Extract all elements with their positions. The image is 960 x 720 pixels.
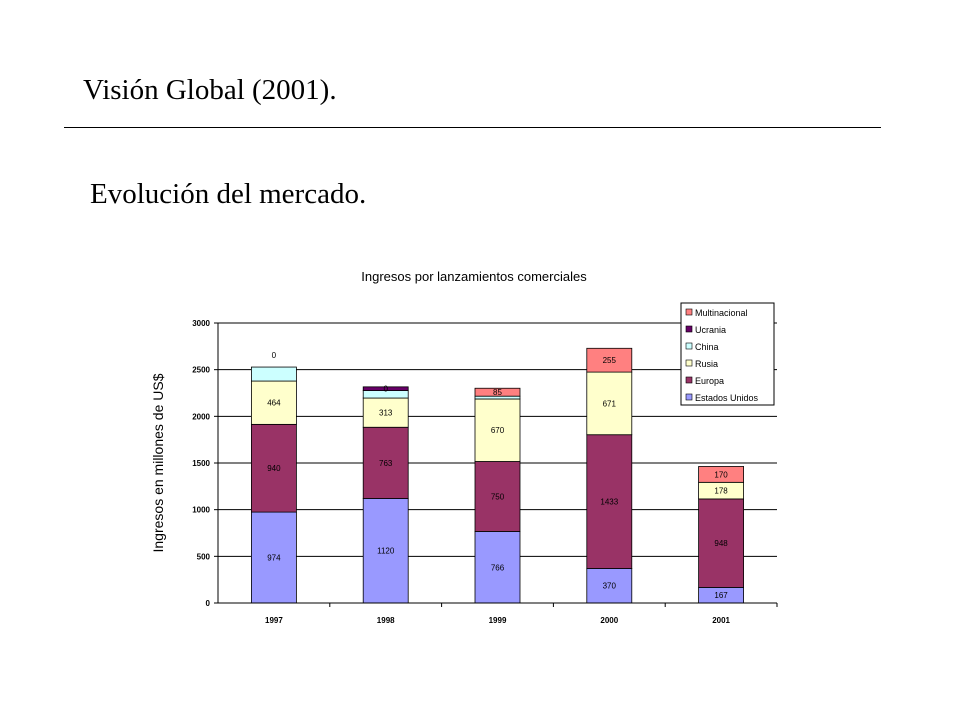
data-label: 766 [491,563,505,572]
bar-segment [698,466,744,483]
bar-segment [586,347,633,373]
data-label: 1120 [377,547,395,556]
y-tick-label: 2000 [192,412,210,421]
data-label: 940 [267,464,281,473]
legend-label: China [695,342,719,352]
title-divider [64,127,881,128]
bar-segment [250,366,297,382]
bar-segment [362,386,409,391]
data-label: 0 [272,351,277,360]
data-label: 671 [603,399,617,408]
legend-label: Multinacional [695,308,748,318]
y-axis-label: Ingresos en millones de US$ [150,373,166,552]
legend-swatch [685,393,693,401]
data-label: 255 [603,356,617,365]
chart-title: Ingresos por lanzamientos comerciales [361,269,587,284]
data-label: 167 [714,591,728,600]
legend-swatch [685,359,693,367]
y-tick-label: 2500 [192,366,210,375]
data-label: 763 [379,459,393,468]
legend-box [680,302,775,406]
bar-segment [362,426,409,499]
legend-swatch [685,325,693,333]
bar-segment [586,434,633,569]
data-label: 1433 [600,498,618,507]
data-label: 370 [603,582,617,591]
x-tick-label: 1997 [265,616,283,625]
data-label: 750 [491,493,505,502]
bar-segment [586,568,633,604]
data-label: 670 [491,426,505,435]
slide-title: Visión Global (2001). [83,74,337,106]
x-tick-label: 1998 [377,616,395,625]
x-tick-label: 1999 [489,616,507,625]
x-tick-label: 2001 [712,616,730,625]
legend-label: Europa [695,376,724,386]
y-tick-label: 1500 [192,459,210,468]
data-label: 948 [714,539,728,548]
bar-segment [250,423,297,513]
legend-label: Estados Unidos [695,393,759,403]
data-label: 313 [379,409,393,418]
data-label: 974 [267,554,281,563]
bar-segment [474,387,521,397]
bar-segment [698,498,744,588]
data-label: 178 [714,487,728,496]
data-label: 464 [267,399,281,408]
data-label: 170 [714,470,728,479]
slide-subtitle: Evolución del mercado. [90,178,367,210]
bars: 974 940 464 0 1120 763 313 0 766 750 670 85 370 1433 6… [250,347,744,604]
y-tick-label: 500 [197,552,211,561]
bar-segment [586,371,633,436]
data-label: 0 [383,385,388,394]
y-tick-label: 0 [206,599,211,608]
x-tick-label: 2000 [600,616,618,625]
data-label: 85 [493,388,502,397]
y-tick-label: 3000 [192,319,210,328]
legend-swatch [685,308,693,316]
bar-segment [474,398,521,462]
y-tick-label: 1000 [192,506,210,515]
legend-label: Ucrania [695,325,726,335]
legend-swatch [685,376,693,384]
bar-segment [250,380,297,425]
bar-segment [474,461,521,532]
axes: 0 500 1000 1500 2000 2500 3000 1997 1998 1999 2000… [192,319,778,625]
legend-swatch [685,342,693,350]
legend: Multinacional Ucrania China Rusia Europa Esta… [680,302,775,406]
legend-label: Rusia [695,359,718,369]
